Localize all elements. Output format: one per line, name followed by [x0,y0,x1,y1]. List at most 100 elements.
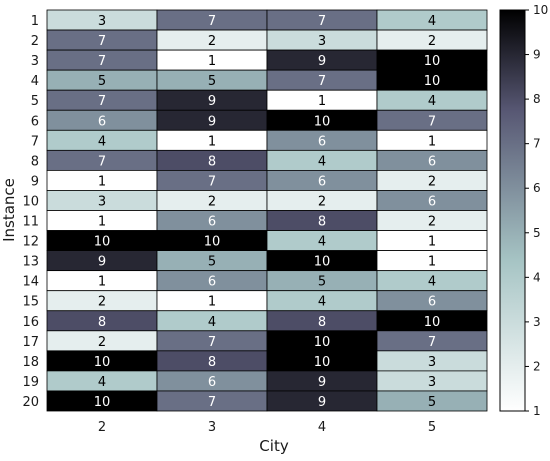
cell-value-label: 9 [318,54,326,69]
x-tick-label: 3 [208,420,216,435]
cell-value-label: 10 [204,235,221,250]
cell-value-label: 8 [318,215,326,230]
cell-value-label: 8 [98,315,106,330]
colorbar-tick-label: 9 [533,48,541,62]
cell-value-label: 4 [98,134,106,149]
cell-value-label: 3 [428,375,436,390]
cell-value-label: 7 [428,114,436,129]
cell-value-label: 10 [94,235,111,250]
colorbar-tick-label: 5 [533,226,541,240]
cell-value-label: 7 [208,174,216,189]
heatmap-cell [376,390,488,412]
cell-value-label: 4 [428,94,436,109]
cell-value-label: 6 [428,154,436,169]
cell-value-label: 3 [98,194,106,209]
cell-value-label: 9 [98,255,106,270]
colorbar-tick-label: 7 [533,137,541,151]
cell-value-label: 2 [318,194,326,209]
heatmap-cells: 3 7 7 4 7 2 3 2 7 1 9 10 5 5 7 10 7 9 1 4 6 9 10 7 4 1 6 1 7 8 4 6 1 7 6 2 3… [46,9,488,412]
cell-value-label: 4 [318,154,326,169]
y-tick-label: 4 [31,74,39,89]
cell-value-label: 10 [314,255,331,270]
colorbar-tick-label: 2 [533,359,541,373]
cell-value-label: 7 [208,395,216,410]
cell-value-label: 10 [314,335,331,350]
y-tick-label: 8 [31,154,39,169]
cell-value-label: 1 [98,275,106,290]
cell-value-label: 4 [428,275,436,290]
cell-value-label: 10 [424,315,441,330]
cell-value-label: 9 [208,94,216,109]
x-tick-labels: 2 3 4 5 [98,420,436,435]
cell-value-label: 2 [98,295,106,310]
cell-value-label: 2 [98,335,106,350]
colorbar [499,9,526,412]
cell-value-label: 1 [208,54,216,69]
cell-value-label: 5 [318,275,326,290]
y-tick-label: 6 [31,114,39,129]
cell-value-label: 4 [98,375,106,390]
cell-value-label: 10 [424,54,441,69]
cell-value-label: 1 [208,134,216,149]
cell-value-label: 1 [98,215,106,230]
cell-value-label: 6 [208,375,216,390]
cell-value-label: 10 [314,114,331,129]
y-tick-label: 2 [31,34,39,49]
cell-value-label: 5 [98,74,106,89]
colorbar-tick-label: 4 [533,270,541,284]
cell-value-label: 4 [208,315,216,330]
y-tick-label: 15 [22,295,39,310]
cell-value-label: 1 [98,174,106,189]
y-tick-label: 18 [22,355,39,370]
y-tick-label: 1 [31,14,39,29]
cell-value-label: 4 [428,14,436,29]
cell-value-label: 2 [208,34,216,49]
cell-value-label: 7 [318,74,326,89]
cell-value-label: 3 [98,14,106,29]
cell-value-label: 5 [208,74,216,89]
cell-value-label: 7 [318,14,326,29]
cell-value-label: 2 [428,34,436,49]
y-tick-label: 10 [22,194,39,209]
x-tick-label: 2 [98,420,106,435]
cell-value-label: 6 [428,295,436,310]
cell-value-label: 2 [428,174,436,189]
cell-value-label: 3 [318,34,326,49]
cell-value-label: 7 [98,154,106,169]
colorbar-ticks: 1 2 3 4 5 6 7 8 9 10 [525,3,548,418]
cell-value-label: 9 [318,395,326,410]
cell-value-label: 8 [318,315,326,330]
y-tick-label: 7 [31,134,39,149]
cell-value-label: 4 [318,235,326,250]
cell-value-label: 8 [208,355,216,370]
x-axis-label: City [259,437,289,455]
cell-value-label: 3 [428,355,436,370]
cell-value-label: 6 [98,114,106,129]
y-tick-label: 16 [22,315,39,330]
cell-value-label: 6 [208,275,216,290]
y-tick-label: 17 [22,335,39,350]
x-tick-label: 5 [428,420,436,435]
cell-value-label: 6 [318,174,326,189]
cell-value-label: 1 [208,295,216,310]
cell-value-label: 10 [314,355,331,370]
cell-value-label: 6 [428,194,436,209]
colorbar-tick-label: 10 [533,3,548,17]
cell-value-label: 2 [208,194,216,209]
cell-value-label: 9 [318,375,326,390]
cell-value-label: 6 [318,134,326,149]
cell-value-label: 2 [428,215,436,230]
cell-value-label: 7 [98,54,106,69]
colorbar-tick-label: 1 [533,404,541,418]
cell-value-label: 4 [318,295,326,310]
cell-value-label: 6 [208,215,216,230]
y-tick-label: 3 [31,54,39,69]
y-tick-label: 12 [22,235,39,250]
y-axis-label: Instance [0,178,18,242]
y-tick-label: 13 [22,255,39,270]
y-tick-label: 20 [22,395,39,410]
cell-value-label: 5 [428,395,436,410]
cell-value-label: 7 [208,14,216,29]
